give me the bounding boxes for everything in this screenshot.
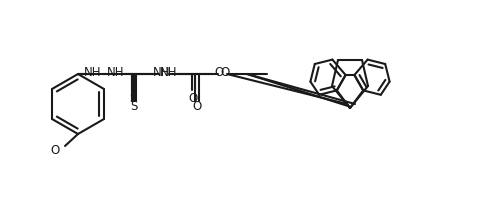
Text: O: O [214, 67, 224, 79]
Text: O: O [193, 99, 202, 113]
Text: NH: NH [84, 66, 102, 78]
Text: NH: NH [153, 66, 171, 78]
Text: S: S [130, 92, 137, 104]
Text: NH: NH [160, 67, 178, 79]
Text: O: O [50, 144, 59, 156]
Text: O: O [220, 67, 230, 79]
Text: S: S [131, 99, 138, 113]
Text: O: O [188, 92, 198, 104]
Text: NH: NH [107, 67, 125, 79]
